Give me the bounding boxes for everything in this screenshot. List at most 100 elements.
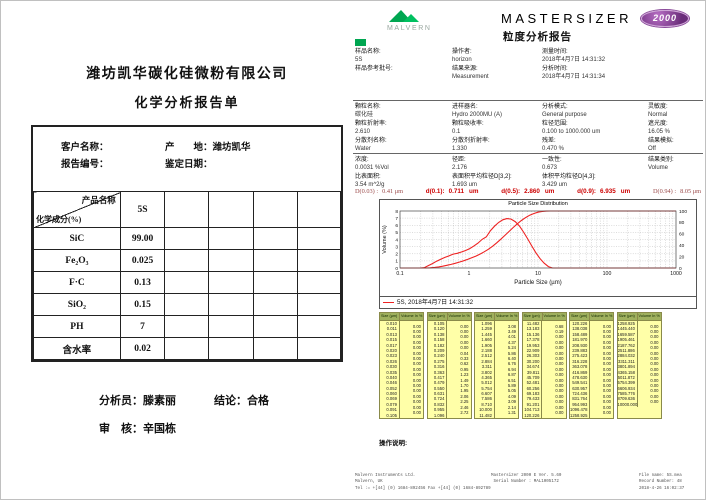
volume-value: 5.86 <box>507 350 516 356</box>
volume-value: 2.25 <box>460 399 469 405</box>
size-table: Size (µm) Volume In % 1.096 1.259 1.445 1.660… <box>474 312 519 420</box>
volume-column: 0.68 0.19 0.00 0.00 0.00 0.00 0.00 0.00 0.00 0.00… <box>542 321 565 418</box>
field-value: 0.1 <box>452 129 461 135</box>
info-field: 粒径范围: 0.100 to 1000.000 um <box>542 121 648 136</box>
size-value: 11.482 <box>526 321 540 326</box>
size-table-body: 1.096 1.259 1.445 1.660 1.905 2.188 2.512 2.884… <box>475 321 518 419</box>
volume-value: 0.00 <box>555 366 564 372</box>
size-value: 0.120 <box>433 326 445 332</box>
empty-cell <box>252 337 298 360</box>
svg-text:5: 5 <box>395 230 398 236</box>
size-value: 1.259 <box>481 326 492 332</box>
size-value: 1659.587 <box>617 331 635 337</box>
empty-cell <box>296 293 342 316</box>
percentile-values-line: D(0.03) :0.41 μm d(0.1): 0.711 um d(0.5): 2.8… <box>355 188 701 195</box>
volume-value: 0.00 <box>555 388 564 394</box>
size-value: 0.013 <box>386 331 397 337</box>
size-table-header: Size (µm) Volume In % <box>570 313 613 321</box>
info-row: 样品参考批号: 结果来源: Measurement 分析时间: 2018年4月7日 14… <box>355 66 703 81</box>
size-value: 2187.762 <box>617 342 635 348</box>
conclusion-value: 合格 <box>247 395 269 407</box>
size-value: 11.482 <box>479 412 492 418</box>
chart-legend: 5S, 2018年4月7日 14:31:32 <box>379 297 697 309</box>
size-column-header: Size (µm) <box>570 313 590 320</box>
size-value: 0.275 <box>433 358 445 364</box>
info-field <box>648 174 703 189</box>
size-value: 0.479 <box>433 380 445 386</box>
size-table-header: Size (µm) Volume In % <box>427 313 471 321</box>
svg-text:1000: 1000 <box>670 271 682 277</box>
size-value: 239.883 <box>572 347 588 353</box>
svg-text:Particle Size (µm): Particle Size (µm) <box>514 280 561 286</box>
percentile-value: 2.860 <box>524 188 540 195</box>
size-value: 104.713 <box>524 407 540 413</box>
volume-value: 2.72 <box>460 409 469 415</box>
volume-value: 0.00 <box>602 393 611 399</box>
size-value: 0.631 <box>433 391 445 397</box>
sample-info-block: 样品名称: 5S 操作者: horizon 测量时间: 2018年4月7日 14:31:3… <box>355 49 703 83</box>
size-value: 0.011 <box>386 326 397 332</box>
size-table-body: 1258.925 1445.440 1659.587 1905.461 2187.762… <box>617 321 661 408</box>
field-value: 3.54 m^2/g <box>355 182 385 188</box>
signature-block: 分析员：滕素丽 结论：合格 审 核：辛国栋 <box>31 392 343 442</box>
empty-cell <box>164 191 210 228</box>
info-row: 报告编号： 鉴定日期： <box>33 156 341 173</box>
size-column: 11.482 13.183 15.136 17.378 19.953 22.909 26.3… <box>523 321 543 419</box>
corner-product-label: 产品名称 <box>81 195 116 205</box>
size-value: 0.832 <box>433 401 445 407</box>
empty-cell <box>296 191 342 228</box>
component-name: Fe₂O₃ <box>33 249 121 272</box>
volume-value: 5.05 <box>507 388 516 394</box>
volume-value: 0.00 <box>650 388 659 394</box>
size-value: 1096.478 <box>570 407 588 413</box>
field-value: 0.470 % <box>542 146 565 152</box>
chart-plot-area: 0 1 2 3 4 5 6 7 8 0 20 40 60 80 100 0.1 1 10 100 1000 Partic… <box>380 208 696 295</box>
size-value: 2.512 <box>481 353 492 359</box>
field-value: Hydro 2000MU (A) <box>452 112 503 118</box>
volume-value: 0.00 <box>650 345 659 351</box>
size-value: 8.710 <box>481 401 492 407</box>
volume-value: 0.00 <box>650 372 659 378</box>
date-label: 鉴定日期： <box>165 160 213 170</box>
empty-cell <box>164 293 210 316</box>
size-value: 19.953 <box>526 342 540 348</box>
table-row: 含水率 0.02 <box>33 337 342 360</box>
field-label: 颗粒吸收率: <box>452 121 484 127</box>
empty-cell <box>252 271 298 294</box>
field-value: 2.610 <box>355 129 371 135</box>
info-row: 颗粒折射率: 2.610 颗粒吸收率: 0.1 粒径范围: 0.100 to 1000.0… <box>355 121 703 136</box>
svg-text:1: 1 <box>395 259 398 265</box>
size-value: 0.035 <box>386 369 397 375</box>
svg-text:0.1: 0.1 <box>396 271 403 277</box>
info-field: 颗粒折射率: 2.610 <box>355 121 452 136</box>
field-value: 2018年4月7日 14:31:34 <box>542 74 606 80</box>
size-value: 0.015 <box>386 337 397 343</box>
footer-file-info: File name: 5S.mea Record Number: 48 2018-4… <box>639 473 684 492</box>
size-column-header: Size (µm) <box>618 313 638 320</box>
field-label: 残差: <box>542 138 556 144</box>
volume-value: 0.00 <box>602 404 611 410</box>
size-value: 0.030 <box>386 364 397 370</box>
empty-cell <box>296 337 342 360</box>
volume-value: 0.00 <box>412 393 421 399</box>
report-box: 客户名称： 产 地：潍坊凯华 报告编号： 鉴定日期： 产品名称 化学成分( <box>31 125 343 362</box>
field-label: 分析时间: <box>542 66 568 72</box>
report-no-label: 报告编号： <box>61 160 109 170</box>
info-field: 体积平均粒径D[4,3]: 3.429 um <box>542 174 648 189</box>
field-label: 颗粒名称: <box>355 104 381 110</box>
volume-value: 0.00 <box>460 323 469 329</box>
svg-text:3: 3 <box>395 244 398 250</box>
svg-text:MALVERN: MALVERN <box>387 25 432 32</box>
info-field: 分散剂折射率: 1.330 <box>452 138 542 153</box>
svg-text:7: 7 <box>395 216 398 222</box>
size-value: 158.489 <box>572 331 588 337</box>
field-label: 一致性: <box>542 157 562 163</box>
empty-cell <box>208 227 254 250</box>
empty-cell <box>296 271 342 294</box>
size-value: 1445.440 <box>617 326 635 332</box>
volume-value: 0.00 <box>555 409 564 415</box>
size-value: 3.311 <box>481 364 492 370</box>
size-value: 0.158 <box>433 337 445 343</box>
field-value: horizon <box>452 57 472 63</box>
empty-cell <box>296 227 342 250</box>
